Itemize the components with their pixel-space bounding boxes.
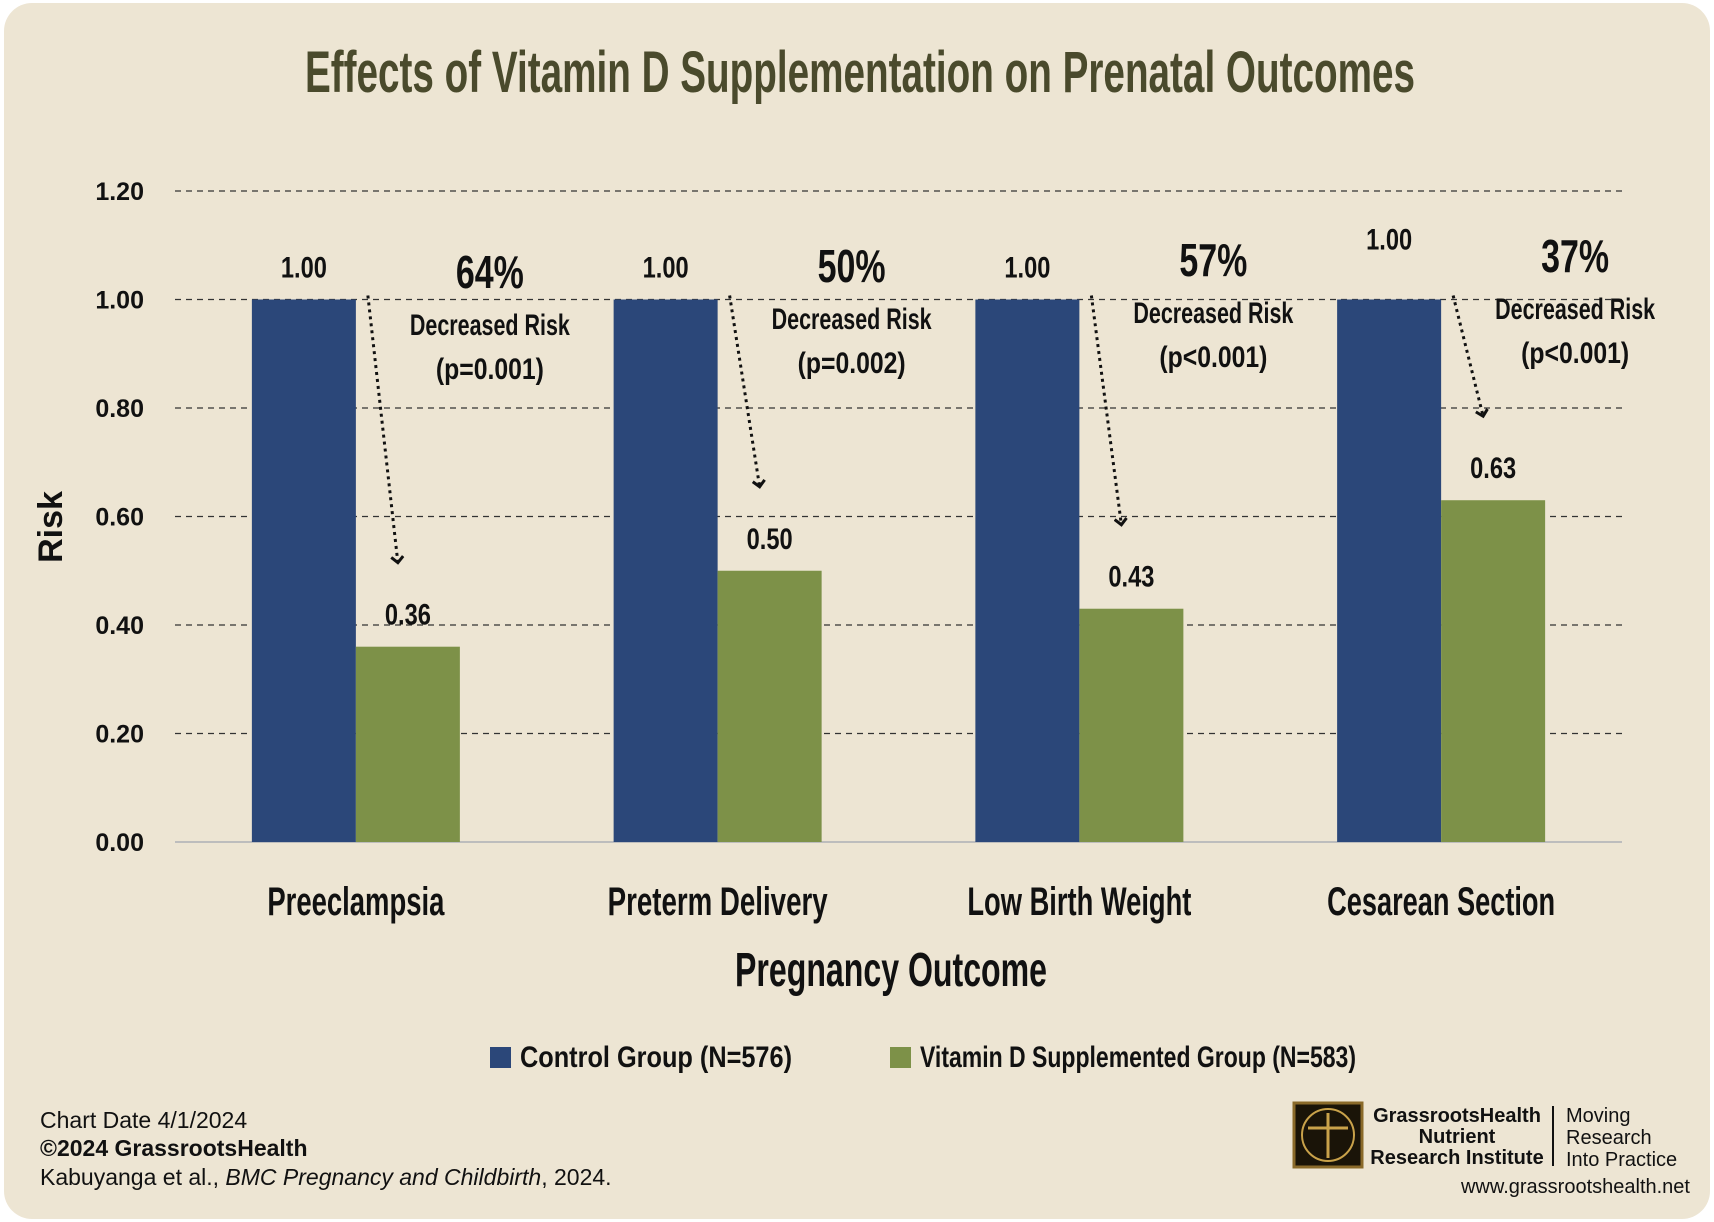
legend-label: Control Group (N=576) (520, 1041, 792, 1074)
logo-line-1: GrassrootsHealth (1373, 1105, 1541, 1127)
logo-emblem-circle (1301, 1108, 1355, 1162)
y-axis-label: Risk (32, 491, 70, 563)
chart-date: Chart Date 4/1/2024 (40, 1107, 247, 1133)
data-label: 0.36 (385, 599, 431, 632)
y-tick-label: 1.00 (95, 287, 144, 315)
decrease-arrow-icon (366, 295, 398, 563)
percent-decrease: 50% (818, 240, 886, 292)
decreased-risk-label: Decreased Risk (1495, 293, 1655, 326)
control-bar (613, 299, 718, 842)
p-value-label: (p=0.001) (436, 353, 544, 386)
legend-swatch (890, 1047, 911, 1068)
decrease-arrow-icon (1451, 295, 1483, 417)
data-label: 0.50 (747, 523, 793, 556)
x-axis-categories: Preeclampsia Preterm Delivery Low Birth We… (267, 880, 1555, 924)
x-category-label: Preterm Delivery (608, 880, 829, 924)
citation-year: , 2024. (541, 1164, 611, 1190)
decrease-arrow-icon (1089, 295, 1121, 525)
logo-line-3: Research Institute (1370, 1147, 1543, 1169)
p-value-label: (p<0.001) (1159, 341, 1267, 374)
logo-line-2: Nutrient (1419, 1126, 1496, 1148)
control-bar (251, 299, 356, 842)
legend-label: Vitamin D Supplemented Group (N=583) (920, 1041, 1356, 1074)
vitamin-d-bar (1441, 500, 1546, 842)
citation-authors: Kabuyanga et al., (40, 1164, 225, 1190)
vitamin-d-bar (717, 570, 822, 842)
y-tick-label: 0.20 (95, 721, 144, 749)
x-category-label: Preeclampsia (267, 880, 445, 924)
control-bar (975, 299, 1080, 842)
bars (251, 299, 1546, 842)
data-label: 0.63 (1470, 452, 1516, 485)
data-label: 1.00 (1366, 224, 1412, 257)
x-category-label: Cesarean Section (1327, 880, 1555, 924)
y-tick-label: 0.40 (95, 612, 144, 640)
data-label: 1.00 (1004, 252, 1050, 285)
percent-decrease: 64% (456, 246, 524, 298)
decreased-risk-label: Decreased Risk (410, 309, 570, 342)
percent-decrease: 37% (1541, 230, 1609, 282)
p-value-label: (p<0.001) (1521, 337, 1629, 370)
y-tick-label: 1.20 (95, 178, 144, 206)
y-axis-ticks: 0.00 0.20 0.40 0.60 0.80 1.00 1.20 (95, 178, 144, 857)
y-tick-label: 0.60 (95, 504, 144, 532)
value-labels: 1.00 0.36 1.00 0.50 1.00 0.43 1.00 0.63 (281, 224, 1516, 632)
vitamin-d-bar (1079, 608, 1184, 842)
percent-decrease: 57% (1179, 234, 1247, 286)
annotations: 64% Decreased Risk (p=0.001) 50% Decreased R… (366, 230, 1655, 563)
logo-tagline-3: Into Practice (1566, 1149, 1677, 1171)
x-category-label: Low Birth Weight (967, 880, 1191, 924)
legend: Control Group (N=576) Vitamin D Supplemen… (490, 1041, 1356, 1074)
y-tick-label: 0.00 (95, 829, 144, 857)
y-tick-label: 0.80 (95, 395, 144, 423)
data-label: 0.43 (1108, 561, 1154, 594)
website-url: www.grassrootshealth.net (1460, 1176, 1690, 1198)
control-bar (1337, 299, 1442, 842)
p-value-label: (p=0.002) (798, 347, 906, 380)
citation-journal: BMC Pregnancy and Childbirth (225, 1164, 541, 1190)
chart-title: Effects of Vitamin D Supplementation on … (305, 40, 1415, 105)
decreased-risk-label: Decreased Risk (1133, 297, 1293, 330)
decrease-arrow-icon (728, 295, 760, 487)
decreased-risk-label: Decreased Risk (772, 303, 932, 336)
data-label: 1.00 (281, 252, 327, 285)
legend-swatch (490, 1047, 511, 1068)
grassrootshealth-logo: GrassrootsHealth Nutrient Research Insti… (1292, 1101, 1690, 1198)
data-label: 1.00 (643, 252, 689, 285)
logo-tagline-2: Research (1566, 1127, 1652, 1149)
copyright: ©2024 GrassrootsHealth (40, 1135, 308, 1161)
citation: Kabuyanga et al., BMC Pregnancy and Chil… (40, 1164, 612, 1190)
logo-tagline-1: Moving (1566, 1105, 1630, 1127)
x-axis-label: Pregnancy Outcome (735, 944, 1047, 997)
vitamin-d-bar (355, 646, 460, 842)
